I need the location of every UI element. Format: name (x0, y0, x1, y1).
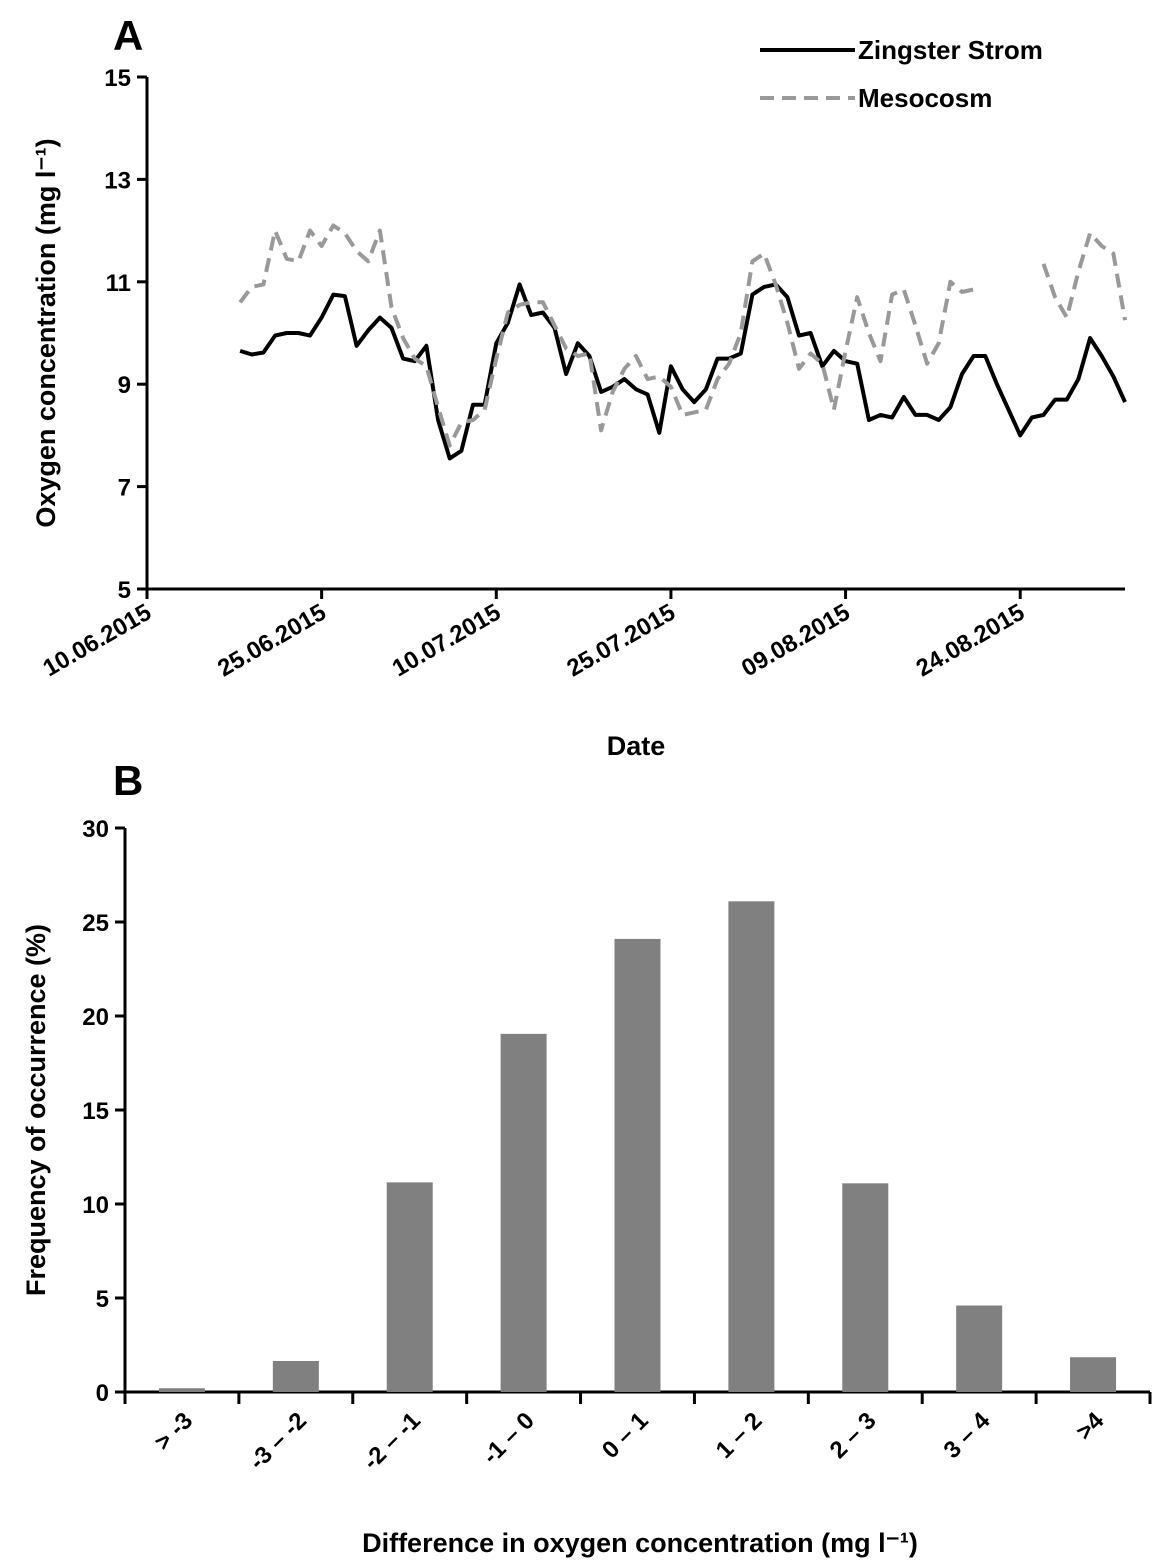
bar (1070, 1357, 1117, 1392)
bar (614, 938, 661, 1392)
x-tick-label: 25.06.2015 (213, 599, 331, 682)
x-tick-label: 10.06.2015 (38, 599, 156, 682)
x-tick-label: 0 – 1 (597, 1407, 654, 1464)
y-tick-label: 5 (118, 577, 131, 604)
bar (728, 901, 775, 1392)
x-tick-label: > -3 (149, 1407, 198, 1456)
y-tick-label: 15 (104, 65, 131, 92)
y-tick-label: 5 (96, 1286, 109, 1313)
y-tick-label: 9 (118, 372, 131, 399)
bar (386, 1182, 433, 1392)
x-tick-label: 1 – 2 (711, 1407, 768, 1464)
bar (500, 1033, 547, 1392)
x-tick-label: -3 – -2 (244, 1407, 312, 1475)
y-tick-label: 30 (82, 816, 109, 843)
line-series (238, 223, 1127, 448)
x-tick-label: 2 – 3 (825, 1407, 882, 1464)
y-tick-label: 20 (82, 1004, 109, 1031)
x-tick-label: 09.08.2015 (737, 599, 855, 682)
bar (158, 1388, 205, 1392)
x-tick-label: 3 – 4 (939, 1407, 996, 1464)
x-tick-label: 10.07.2015 (388, 599, 506, 682)
x-axis-title: Date (607, 731, 666, 761)
y-tick-label: 7 (118, 475, 131, 502)
x-tick-label: -2 – -1 (358, 1407, 426, 1475)
x-tick-label: 25.07.2015 (562, 599, 680, 682)
line-series (239, 282, 1127, 461)
x-axis-title: Difference in oxygen concentration (mg l… (362, 1528, 918, 1558)
panel-label: A (113, 12, 143, 59)
y-axis-title: Oxygen concentration (mg l⁻¹) (31, 138, 61, 527)
legend-label: Mesocosm (858, 83, 992, 113)
bar (842, 1183, 889, 1392)
y-tick-label: 25 (82, 910, 109, 937)
legend-label: Zingster Strom (858, 35, 1043, 65)
x-tick-label: -1 – 0 (477, 1407, 539, 1469)
y-tick-label: 0 (96, 1380, 109, 1407)
y-tick-label: 13 (104, 167, 131, 194)
bar (956, 1305, 1003, 1392)
y-tick-label: 10 (82, 1192, 109, 1219)
y-tick-label: 11 (106, 270, 131, 297)
bar (272, 1360, 319, 1392)
panel-label: B (113, 757, 143, 804)
x-tick-label: 24.08.2015 (912, 599, 1030, 682)
y-tick-label: 15 (82, 1098, 109, 1125)
y-axis-title: Frequency of occurrence (%) (21, 924, 51, 1296)
x-tick-label: >4 (1071, 1407, 1110, 1446)
